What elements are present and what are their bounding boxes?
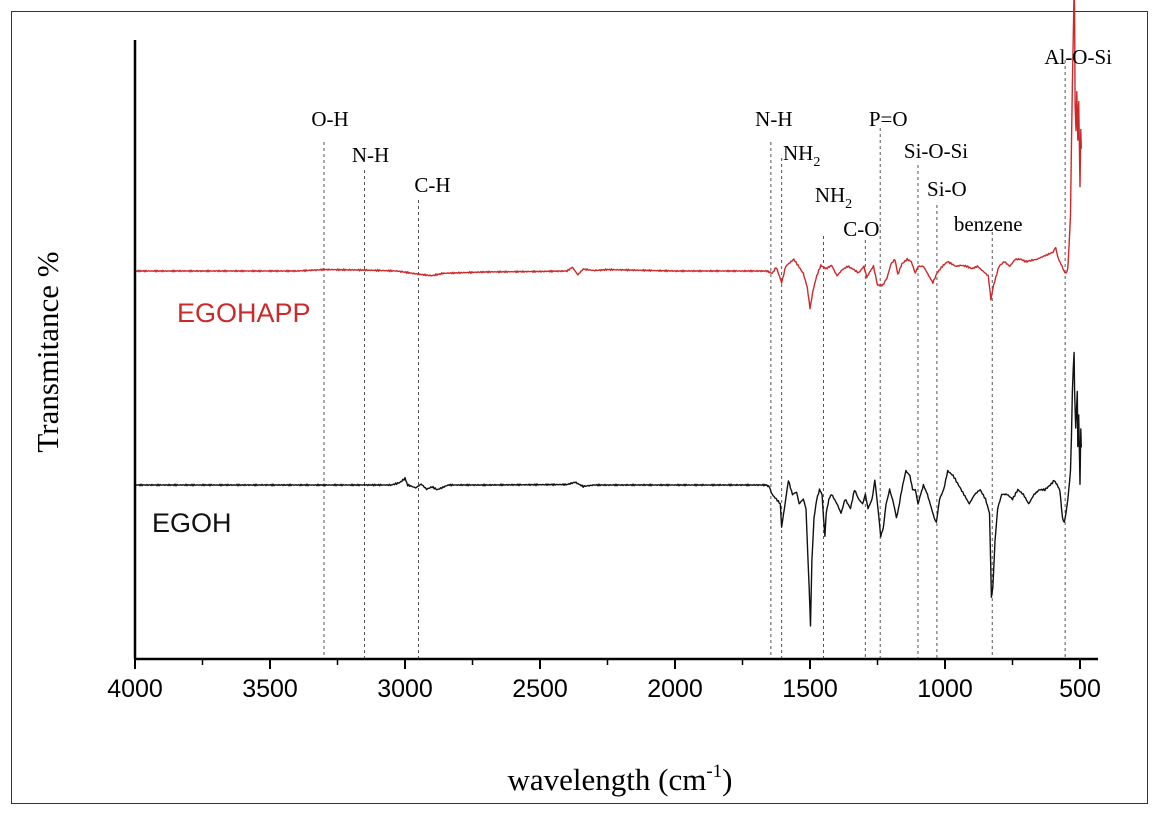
series-labels: EGOHAPP EGOH [152,298,311,538]
series-group [134,0,1082,627]
x-ticks: 4000 3500 3000 2500 2000 1500 1000 500 [107,659,1101,703]
axes [133,40,1098,661]
annotation-label: NH2 [783,141,820,170]
annotation-label: Si-O [927,177,967,201]
series-line-egoh [134,351,1082,627]
x-tick-label: 1500 [782,675,838,703]
series-label-egoh: EGOH [152,508,232,538]
chart-frame [11,11,1148,804]
x-axis-title: wavelength (cm-1) [508,761,733,797]
annotation-label: benzene [954,212,1023,236]
x-tick-label: 1000 [917,675,973,703]
x-tick-label: 3500 [242,675,298,703]
annotation-label: Al-O-Si [1044,45,1112,69]
annotation-label: Si-O-Si [904,139,968,163]
annotation-label: O-H [311,107,348,131]
x-tick-label: 3000 [377,675,433,703]
annotation-label: P=O [869,107,908,131]
x-tick-label: 4000 [107,675,163,703]
x-tick-label: 500 [1059,675,1101,703]
annotation-label: N-H [755,107,792,131]
annotation-labels: O-HN-HC-HN-HNH2NH2C-OP=OSi-O-SiSi-Obenze… [311,45,1112,241]
x-tick-label: 2000 [647,675,703,703]
series-label-egohapp: EGOHAPP [177,298,311,328]
annotation-label: N-H [352,143,389,167]
x-tick-label: 2500 [512,675,568,703]
annotation-label: C-H [414,173,450,197]
y-axis-title: Transmitance % [30,251,65,452]
annotation-label: C-O [843,217,879,241]
series-line-egohapp [134,0,1082,310]
annotation-label: NH2 [815,183,852,212]
